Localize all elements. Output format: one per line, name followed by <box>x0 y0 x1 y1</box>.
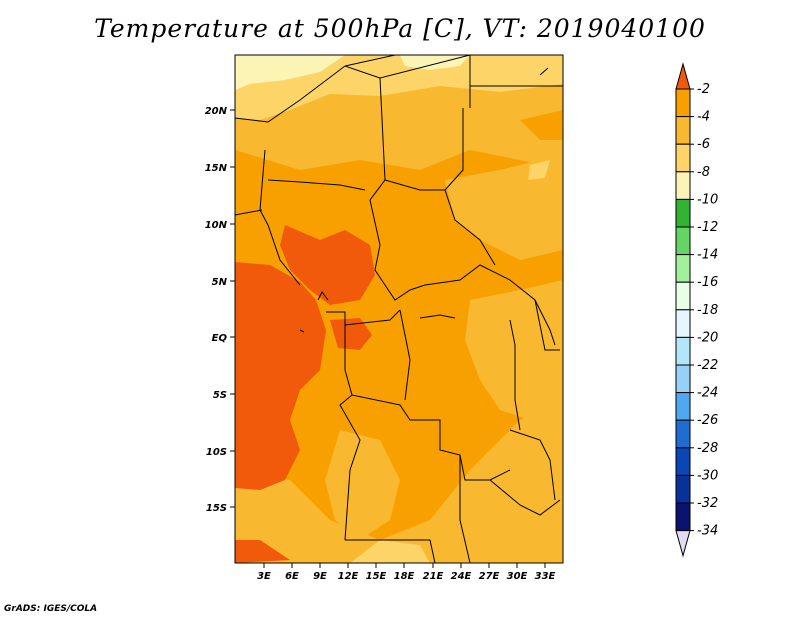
colorbar-label: -24 <box>697 386 718 401</box>
lat-label: 10N <box>205 220 228 231</box>
lon-label: 30E <box>507 571 528 582</box>
lon-label: 33E <box>535 571 556 582</box>
plot-title: Temperature at 500hPa [C], VT: 201904010… <box>94 14 706 43</box>
colorbar-label: -18 <box>697 303 718 318</box>
colorbar-swatch <box>675 171 691 200</box>
lon-label: 3E <box>257 571 271 582</box>
colorbar-label: -10 <box>697 192 718 207</box>
colorbar-label: -22 <box>697 358 718 373</box>
colorbar-label: -6 <box>697 137 710 152</box>
colorbar-bottom-arrow <box>675 530 691 558</box>
colorbar-swatch <box>675 116 691 145</box>
colorbar-swatch <box>675 226 691 256</box>
colorbar-swatch <box>675 143 691 173</box>
temperature-field <box>235 55 563 563</box>
lat-label: EQ <box>212 333 228 344</box>
colorbar-label: -14 <box>697 248 718 263</box>
colorbar-label: -4 <box>697 110 710 125</box>
colorbar-label: -26 <box>697 413 718 428</box>
lon-label: 27E <box>479 571 500 582</box>
lat-label: 15S <box>206 503 227 514</box>
country-borders <box>235 55 563 563</box>
lon-label: 6E <box>285 571 299 582</box>
colorbar-label: -34 <box>697 524 718 539</box>
lon-label: 24E <box>451 571 472 582</box>
colorbar-label: -30 <box>697 468 718 483</box>
grads-credit: GrADS: IGES/COLA <box>4 604 98 614</box>
lat-label: 10S <box>206 447 227 458</box>
map-frame <box>234 54 564 564</box>
colorbar-label: -2 <box>697 82 710 97</box>
colorbar-swatch <box>675 474 691 504</box>
colorbar-label: -16 <box>697 275 718 290</box>
lon-label: 18E <box>394 571 415 582</box>
colorbar-swatch <box>675 364 691 394</box>
lon-label: 9E <box>313 571 327 582</box>
colorbar-swatch <box>675 336 691 366</box>
colorbar-swatch <box>675 254 691 283</box>
lat-label: 5S <box>213 390 227 401</box>
colorbar-swatch <box>675 198 691 228</box>
colorbar-swatch <box>675 419 691 449</box>
latitude-axis: 20N 15N 10N 5N EQ 5S 10S 15S <box>205 106 235 514</box>
colorbar-label: -12 <box>697 220 718 235</box>
colorbar-swatch <box>675 447 691 476</box>
colorbar-swatch <box>675 281 691 311</box>
lon-label: 12E <box>338 571 359 582</box>
colorbar: -2 -4 -6 -8 -10 -12 -14 -16 -18 -20 -22 -24 -26 -28 -3… <box>675 62 718 558</box>
colorbar-label: -8 <box>697 165 710 180</box>
colorbar-swatch <box>675 502 691 532</box>
longitude-axis: 3E 6E 9E 12E 15E 18E 21E 24E 27E 30E 33E <box>257 563 556 582</box>
lat-label: 5N <box>212 277 228 288</box>
colorbar-swatch <box>675 392 691 421</box>
lat-label: 15N <box>205 163 228 174</box>
lon-label: 21E <box>423 571 444 582</box>
lat-label: 20N <box>205 106 228 117</box>
colorbar-label: -20 <box>697 330 718 345</box>
colorbar-label: -32 <box>697 496 718 511</box>
colorbar-top-arrow <box>675 62 691 90</box>
lon-label: 15E <box>366 571 387 582</box>
colorbar-swatch <box>675 88 691 118</box>
colorbar-swatch <box>675 309 691 338</box>
colorbar-label: -28 <box>697 441 718 456</box>
